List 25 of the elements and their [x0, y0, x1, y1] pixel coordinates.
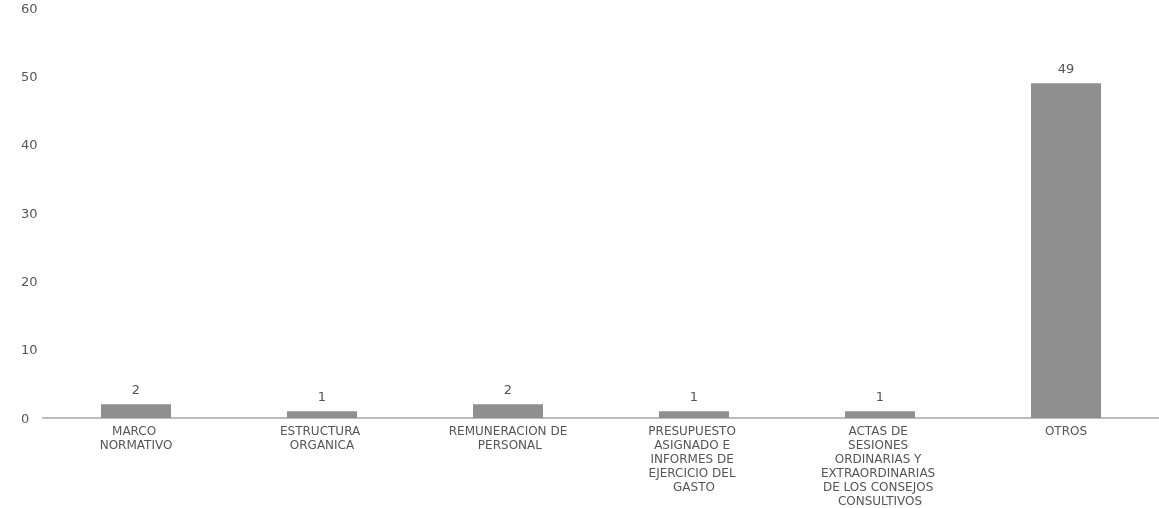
- bar: [845, 411, 915, 418]
- data-label: 1: [317, 389, 327, 405]
- data-label: 2: [503, 382, 513, 398]
- bar: [101, 404, 171, 418]
- x-tick-label: ESTRUCTURA ORGANICA: [279, 424, 365, 452]
- data-label: 1: [689, 389, 699, 405]
- y-tick-label: 60: [21, 0, 38, 16]
- x-tick-label: MARCO NORMATIVO: [99, 424, 173, 452]
- x-tick-label: OTROS: [1044, 424, 1088, 438]
- y-tick-label: 20: [21, 273, 38, 289]
- y-tick-label: 0: [21, 410, 30, 426]
- bar: [473, 404, 543, 418]
- x-tick-label: PRESUPUESTO ASIGNADO E INFORMES DE EJERCICIO DEL GASTO: [648, 424, 740, 494]
- bar: [287, 411, 357, 418]
- bar: [659, 411, 729, 418]
- y-tick-label: 10: [21, 342, 38, 358]
- x-tick-label: ACTAS DE SESIONES ORDINARIAS Y EXTRAORDINARIAS DE LOS CONSEJOS CONSULTIVOS: [820, 424, 940, 508]
- data-label: 2: [131, 382, 141, 398]
- x-tick-label: REMUNERACION DE PERSONAL: [448, 424, 568, 452]
- y-tick-label: 50: [21, 68, 38, 84]
- y-tick-label: 40: [21, 137, 38, 153]
- data-label: 1: [875, 389, 885, 405]
- data-label: 49: [1057, 61, 1075, 77]
- bar: [1031, 83, 1101, 418]
- y-tick-label: 30: [21, 205, 38, 221]
